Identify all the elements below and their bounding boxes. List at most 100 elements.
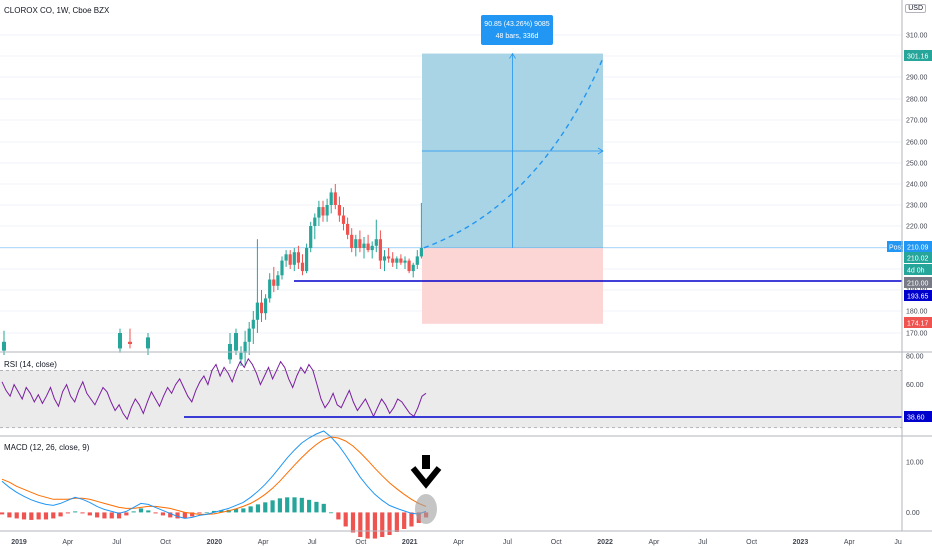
macd-histogram-bar xyxy=(160,512,166,516)
price-tick-label: 310.00 xyxy=(906,33,928,40)
time-tick-label: Oct xyxy=(551,539,562,546)
time-tick-label: Apr xyxy=(62,539,74,546)
candle-body xyxy=(366,243,370,251)
price-tick-label: 270.00 xyxy=(906,118,928,125)
candle-body xyxy=(2,341,6,351)
macd-histogram-bar xyxy=(182,512,187,519)
price-tag[interactable] xyxy=(904,264,932,275)
candle-body xyxy=(259,302,264,314)
macd-histogram-bar xyxy=(343,512,348,527)
price-tag-label: 301.16 xyxy=(907,54,929,61)
macd-histogram-bar xyxy=(212,510,217,513)
time-tick-label: Ju xyxy=(894,539,902,546)
candle-body xyxy=(243,341,247,353)
candle-body xyxy=(239,352,243,360)
time-tick-label: 2019 xyxy=(11,539,27,546)
candle-body xyxy=(391,258,395,263)
rsi-pane[interactable]: 38.60 60.00 80.00 xyxy=(0,353,932,429)
candle-body xyxy=(146,337,150,349)
macd-histogram-bar xyxy=(365,512,370,539)
macd-title[interactable]: MACD (12, 26, close, 9) xyxy=(4,443,90,452)
candle-body xyxy=(341,215,346,224)
macd-histogram-bar xyxy=(387,512,392,536)
time-axis[interactable]: 2019 Apr Jul Oct 2020 Apr Jul Oct 2021 Apr Jul Oct 2… xyxy=(11,539,902,546)
price-tag[interactable] xyxy=(904,290,932,301)
candle-body xyxy=(288,254,292,265)
macd-histogram-bar xyxy=(263,502,268,513)
macd-line xyxy=(1,430,427,519)
price-tag-post[interactable] xyxy=(887,241,903,252)
candle-body xyxy=(321,207,325,216)
candle-body xyxy=(333,192,337,205)
macd-tick-label: 0.00 xyxy=(906,510,920,517)
price-tag[interactable] xyxy=(904,277,932,288)
price-pane[interactable]: 90.85 (43.26%) 9085 48 bars, 336d 170.00 1… xyxy=(0,0,932,366)
price-tag-label: 4d 0h xyxy=(907,268,925,275)
rsi-line xyxy=(1,357,427,421)
candle-body xyxy=(403,260,407,263)
price-tag-label: 210.02 xyxy=(907,256,929,263)
macd-histogram-bar xyxy=(80,512,85,514)
time-tick-label: Jul xyxy=(698,539,707,546)
macd-histogram-bar xyxy=(51,512,56,519)
macd-histogram-bar xyxy=(168,512,173,518)
macd-histogram-bar xyxy=(7,512,12,518)
macd-histogram-bar xyxy=(328,512,334,514)
candle-body xyxy=(382,256,387,261)
time-tick-label: Apr xyxy=(648,539,660,546)
candle-body xyxy=(300,262,305,272)
currency-badge[interactable]: USD xyxy=(905,4,926,13)
price-tick-label: 170.00 xyxy=(906,331,928,338)
price-tick-label: 240.00 xyxy=(906,182,928,189)
candle-body xyxy=(411,264,415,272)
price-tag[interactable] xyxy=(904,317,932,328)
macd-pane[interactable]: 0.00 10.00 xyxy=(0,430,924,539)
right-arrowhead xyxy=(597,147,604,155)
position-info-box[interactable] xyxy=(481,15,553,45)
macd-histogram-bar xyxy=(402,512,407,529)
candle-body xyxy=(374,239,378,246)
candle-body xyxy=(415,256,419,265)
candle-body xyxy=(362,243,366,248)
candle-body xyxy=(251,319,255,329)
candle-body xyxy=(395,258,399,263)
macd-histogram-bar xyxy=(270,500,275,513)
loss-zone[interactable] xyxy=(422,247,603,324)
macd-tick-label: 10.00 xyxy=(906,460,924,467)
down-arrow-annotation xyxy=(410,455,442,489)
price-tick-label: 180.00 xyxy=(906,309,928,316)
price-tag-label: 210.09 xyxy=(907,245,929,252)
position-info-line2: 48 bars, 336d xyxy=(496,33,539,40)
macd-histogram-bar xyxy=(36,512,41,520)
time-tick-label: 2021 xyxy=(402,539,418,546)
price-tag[interactable] xyxy=(904,50,932,61)
macd-histogram-bar xyxy=(131,511,136,513)
price-tag-label: Post xyxy=(889,245,903,252)
macd-histogram-bar xyxy=(21,512,27,520)
price-axis[interactable]: 170.00180.00190.00200.00210.00220.00230.… xyxy=(887,33,932,338)
macd-histogram-bar xyxy=(380,512,385,538)
rsi-value-tag[interactable] xyxy=(904,411,932,422)
candle-body xyxy=(399,258,403,263)
price-tag[interactable] xyxy=(904,252,932,263)
macd-histogram-bar xyxy=(358,512,363,538)
price-tag-label: 193.65 xyxy=(907,294,929,301)
macd-histogram-bar xyxy=(314,501,319,513)
candle-body xyxy=(370,245,374,251)
position-overlay: 90.85 (43.26%) 9085 48 bars, 336d xyxy=(422,15,604,249)
rsi-tick-label: 38.60 xyxy=(907,415,925,422)
macd-histogram-bar xyxy=(394,512,399,533)
symbol-title[interactable]: CLOROX CO, 1W, Cboe BZX xyxy=(4,6,110,15)
rsi-tick-label: 60.00 xyxy=(906,382,924,389)
price-tick-label: 230.00 xyxy=(906,203,928,210)
price-tag[interactable] xyxy=(904,241,932,252)
rsi-title[interactable]: RSI (14, close) xyxy=(4,360,57,369)
macd-histogram-bar xyxy=(153,512,158,514)
candle-body xyxy=(419,248,423,257)
candle-body xyxy=(354,239,358,248)
up-arrowhead xyxy=(509,52,516,59)
candle-body xyxy=(292,252,296,265)
macd-histogram-bar xyxy=(0,512,5,515)
candle-body xyxy=(387,256,391,259)
